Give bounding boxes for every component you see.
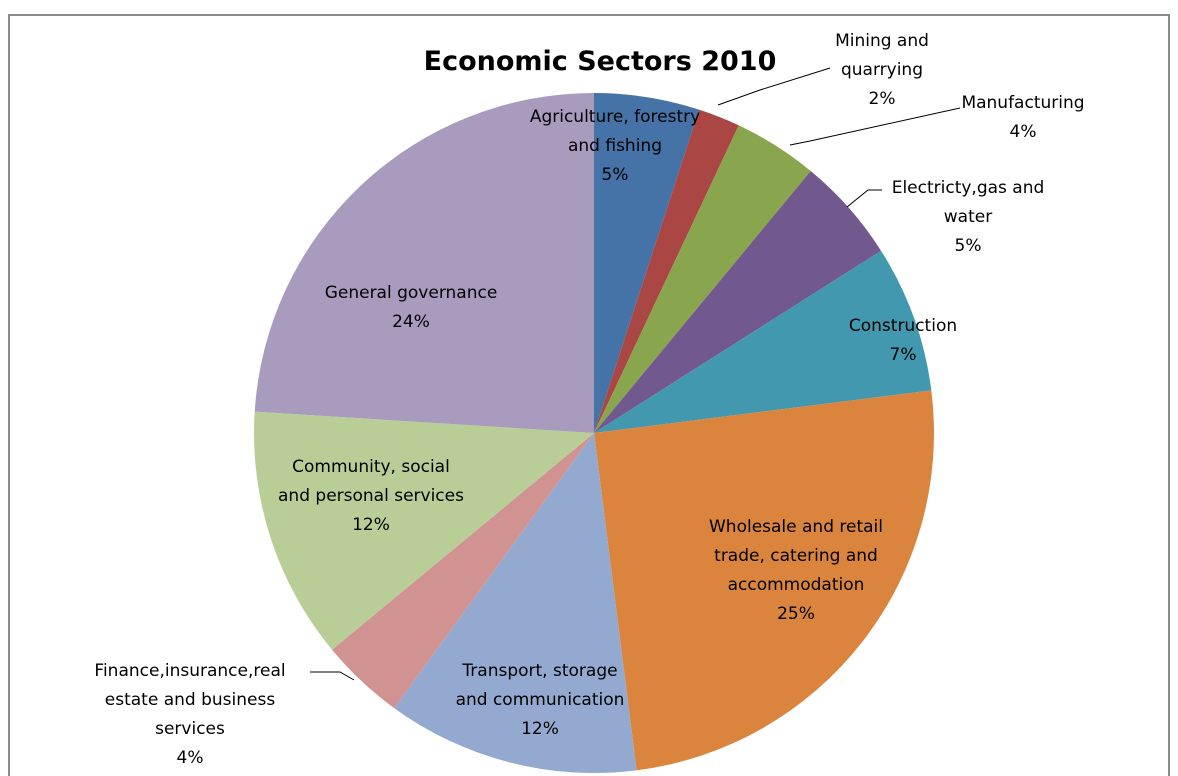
slice-name-label: Wholesale and retail (709, 517, 883, 537)
slice-value-label: 5% (602, 165, 629, 185)
slice-label: Finance,insurance,real estate and busines… (94, 661, 285, 768)
slice-name-label: Finance,insurance,real (94, 661, 285, 681)
slice-name-label: water (944, 207, 992, 227)
slice-name-label: and communication (456, 690, 625, 710)
slice-value-label: 25% (777, 604, 815, 624)
slice-label: Construction 7% (849, 316, 957, 365)
slice-value-label: 4% (1010, 122, 1037, 142)
slice-value-label: 12% (352, 515, 390, 535)
slice-label: Manufacturing 4% (961, 93, 1084, 142)
pie-slice (594, 250, 932, 433)
slice-value-label: 2% (869, 89, 896, 109)
slice-labels: Agriculture, forestry and fishing 5% Mining… (94, 31, 1084, 768)
slice-name-label: and personal services (278, 486, 464, 506)
slice-label: Electricty,gas and water 5% (892, 178, 1045, 256)
slice-value-label: 7% (890, 345, 917, 365)
pie-slice (254, 93, 595, 433)
slice-name-label: trade, catering and (714, 546, 878, 566)
slice-label: Agriculture, forestry and fishing 5% (530, 107, 700, 185)
leader-lines (310, 67, 961, 681)
slice-label: Community, social and personal services 12… (278, 457, 464, 535)
slice-name-label: Transport, storage (461, 661, 617, 681)
slice-value-label: 4% (177, 748, 204, 768)
slice-name-label: Community, social (292, 457, 450, 477)
slice-label: Transport, storage and communication 12% (456, 661, 625, 739)
slice-name-label: quarrying (841, 60, 923, 80)
slice-label: Mining and quarrying 2% (835, 31, 929, 109)
leader-line (789, 107, 961, 146)
leader-line (717, 67, 831, 106)
leader-line (310, 671, 355, 681)
slice-name-label: Construction (849, 316, 957, 336)
pie-slice (594, 390, 935, 771)
pie-slice (594, 93, 700, 433)
slice-name-label: Mining and (835, 31, 929, 51)
slice-name-label: services (155, 719, 225, 739)
slice-name-label: Agriculture, forestry (530, 107, 700, 127)
slice-name-label: and fishing (568, 136, 662, 156)
slice-name-label: accommodation (728, 575, 865, 595)
slice-value-label: 5% (955, 236, 982, 256)
slice-label: Wholesale and retail trade, catering and a… (709, 517, 883, 624)
pie-slice (594, 109, 739, 433)
pie-slice (332, 433, 594, 709)
pie-slices (253, 93, 935, 774)
slice-value-label: 24% (392, 312, 430, 332)
pie-slice (253, 411, 595, 650)
pie-slice (594, 125, 811, 434)
slice-name-label: estate and business (105, 690, 276, 710)
slice-name-label: General governance (325, 283, 498, 303)
leader-line (846, 189, 882, 208)
chart-title: Economic Sectors 2010 (424, 46, 777, 77)
pie-slice (394, 433, 637, 774)
pie-slice (594, 171, 882, 433)
slice-name-label: Manufacturing (961, 93, 1084, 113)
slice-value-label: 12% (521, 719, 559, 739)
slice-name-label: Electricty,gas and (892, 178, 1045, 198)
slice-label: General governance 24% (325, 283, 498, 332)
